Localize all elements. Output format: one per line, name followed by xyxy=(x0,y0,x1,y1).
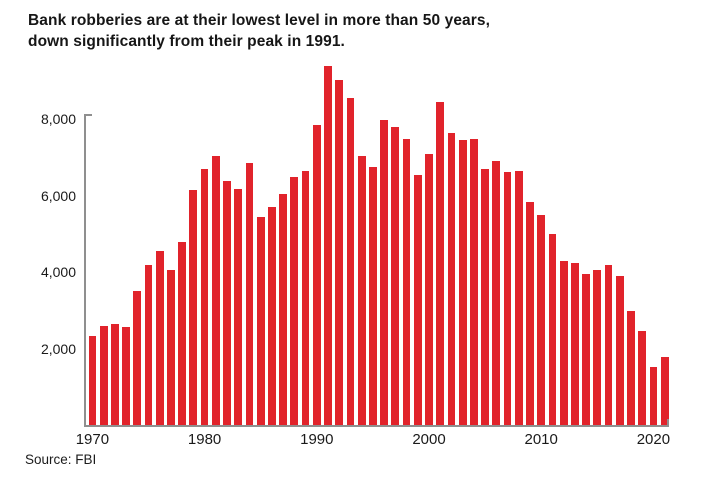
bar-1979 xyxy=(189,190,198,425)
bar-2008 xyxy=(514,171,523,425)
x-tick-label-1980: 1980 xyxy=(187,431,222,448)
y-tick-label-2000: 2,000 xyxy=(40,340,76,357)
bar-2018 xyxy=(627,311,635,425)
bar-1970 xyxy=(88,335,97,425)
bar-1977 xyxy=(167,270,175,425)
y-axis-line xyxy=(84,114,86,427)
bar-2020 xyxy=(649,366,658,425)
x-tick-label-2010: 2010 xyxy=(524,431,558,448)
y-tick-label-4000: 4,000 xyxy=(40,264,76,281)
bar-2006 xyxy=(492,161,501,425)
bar-2012 xyxy=(559,260,568,425)
bar-1975 xyxy=(144,265,153,425)
x-tick-label-1970: 1970 xyxy=(75,431,110,448)
bar-1981 xyxy=(211,155,220,425)
y-tick-label-6000: 6,000 xyxy=(40,187,76,204)
bar-1994 xyxy=(357,155,366,425)
bar-1997 xyxy=(391,127,400,425)
bar-1988 xyxy=(290,176,299,425)
bar-1989 xyxy=(301,171,310,425)
bar-1973 xyxy=(122,327,130,425)
bar-1992 xyxy=(335,80,344,425)
x-tick-label-2000: 2000 xyxy=(412,431,446,448)
bar-1990 xyxy=(312,125,321,425)
bar-1991 xyxy=(324,66,332,425)
y-axis-end-tick xyxy=(84,114,92,116)
bar-1974 xyxy=(133,290,142,425)
x-tick-label-2020: 2020 xyxy=(636,431,671,448)
bar-1980 xyxy=(200,169,209,425)
bar-1972 xyxy=(110,323,119,425)
bar-1971 xyxy=(99,325,108,425)
bar-1995 xyxy=(369,167,377,425)
bar-2017 xyxy=(615,276,624,425)
bar-1976 xyxy=(155,251,164,425)
bar-1998 xyxy=(402,138,411,425)
bar-1983 xyxy=(234,188,243,425)
bar-2009 xyxy=(526,201,534,425)
bar-1999 xyxy=(413,174,422,425)
bar-1986 xyxy=(268,207,276,425)
bar-1982 xyxy=(223,180,231,425)
bar-2015 xyxy=(593,270,602,425)
bar-2013 xyxy=(570,262,579,425)
x-axis-end-tick xyxy=(667,419,669,427)
chart-title-line-1: Bank robberies are at their lowest level… xyxy=(28,12,491,29)
bar-2004 xyxy=(469,138,478,425)
x-tick-label-1990: 1990 xyxy=(300,431,334,448)
bar-2003 xyxy=(458,140,467,425)
chart-title-line-2: down significantly from their peak in 19… xyxy=(28,33,345,50)
bar-2005 xyxy=(481,169,489,425)
bar-1984 xyxy=(245,163,254,425)
bar-2007 xyxy=(503,172,512,425)
bar-2002 xyxy=(447,132,456,425)
bar-1978 xyxy=(178,241,187,425)
bar-2021 xyxy=(660,356,669,425)
bar-2016 xyxy=(604,264,613,425)
bar-2000 xyxy=(425,153,433,425)
bar-1985 xyxy=(256,216,265,425)
source-note: Source: FBI xyxy=(25,452,97,467)
bar-1996 xyxy=(380,119,389,425)
bar-2001 xyxy=(436,102,445,425)
x-axis-labels: 1970 1980 1990 2000 2010 2020 xyxy=(76,431,671,451)
x-axis-line xyxy=(84,425,669,427)
y-axis-labels: 2,000 4,000 6,000 8,000 xyxy=(0,65,76,426)
bar-2019 xyxy=(638,331,647,425)
bar-2014 xyxy=(582,274,590,425)
chart-title: Bank robberies are at their lowest level… xyxy=(28,10,698,52)
bar-1993 xyxy=(346,98,355,425)
y-tick-label-8000: 8,000 xyxy=(40,111,76,128)
plot-area xyxy=(86,66,669,425)
bar-1987 xyxy=(279,193,288,425)
bar-2011 xyxy=(548,234,557,425)
bar-2010 xyxy=(537,214,546,425)
